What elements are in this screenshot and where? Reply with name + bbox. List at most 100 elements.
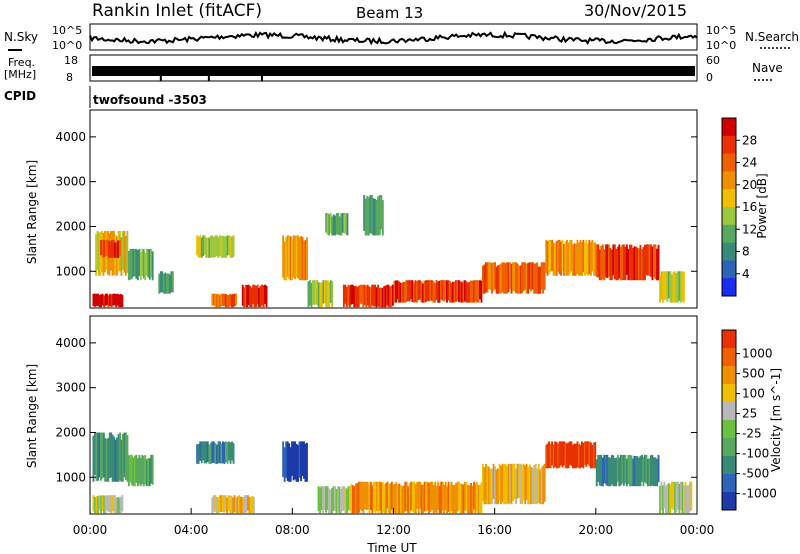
nsky-panel bbox=[89, 23, 698, 51]
date-label: 30/Nov/2015 bbox=[584, 1, 687, 20]
cell-8 bbox=[482, 463, 546, 505]
power-cells bbox=[92, 195, 685, 308]
station-title: Rankin Inlet (fitACF) bbox=[92, 1, 262, 21]
colorbar-frame bbox=[721, 329, 737, 511]
cell-3 bbox=[196, 441, 235, 464]
cpid-label: CPID bbox=[4, 89, 36, 103]
colorbar-tick-label-6: 28 bbox=[742, 133, 757, 147]
colorbar-swatch-6 bbox=[722, 224, 736, 243]
colorbar-swatch-5 bbox=[722, 207, 736, 226]
freq-label: Freq. bbox=[8, 56, 35, 69]
y-tick-label-1: 2000 bbox=[55, 219, 86, 233]
velocity-colorbar: 1000 500 100 25 -25 -100 -500 -1000 bbox=[721, 329, 777, 511]
colorbar-tick-label-5: -100 bbox=[742, 447, 769, 461]
x-tick-label-3: 12:00 bbox=[376, 523, 411, 537]
colorbar-swatch-8 bbox=[722, 260, 736, 279]
x-tick-label-0: 00:00 bbox=[73, 523, 108, 537]
colorbar-tick-label-0: 4 bbox=[742, 267, 750, 281]
velocity-cells bbox=[92, 432, 693, 514]
x-tick-label-6: 00:00 bbox=[680, 523, 715, 537]
nsearch-tick-top: 10^5 bbox=[706, 24, 736, 37]
power-y-ticks: 1000 2000 3000 4000 bbox=[55, 130, 697, 278]
colorbar-tick-label-5: 24 bbox=[742, 156, 757, 170]
cell-15 bbox=[595, 244, 660, 281]
y-tick-label-2: 3000 bbox=[55, 381, 86, 395]
freq-band bbox=[92, 66, 695, 76]
cell-0 bbox=[92, 293, 124, 308]
velocity-x-ticks: 00:00 04:00 08:00 12:00 16:00 20:00 00:00 bbox=[73, 508, 715, 537]
freq-trace bbox=[92, 66, 695, 81]
nave-tick-bottom: 0 bbox=[706, 71, 713, 84]
nsearch-tick-bottom: 10^0 bbox=[706, 39, 736, 52]
cell-12 bbox=[393, 280, 483, 303]
colorbar-tick-label-6: -500 bbox=[742, 467, 769, 481]
cell-10 bbox=[595, 454, 660, 487]
cell-0 bbox=[92, 432, 129, 482]
y-tick-label-0: 1000 bbox=[55, 264, 86, 278]
nsearch-label: N.Search bbox=[745, 30, 799, 44]
cell-4 bbox=[158, 271, 174, 294]
velocity-colorbar-label: Velocity [m s^-1] bbox=[769, 368, 783, 472]
colorbar-swatch-5 bbox=[722, 420, 736, 439]
cell-17 bbox=[363, 195, 384, 236]
colorbar-swatch-4 bbox=[722, 189, 736, 208]
nsky-label: N.Sky bbox=[4, 30, 38, 44]
cell-11 bbox=[659, 481, 693, 514]
x-tick-label-2: 08:00 bbox=[275, 523, 310, 537]
colorbar-swatch-6 bbox=[722, 438, 736, 457]
colorbar-tick-label-3: 25 bbox=[742, 407, 757, 421]
cell-1 bbox=[92, 495, 124, 514]
y-tick-label-0: 1000 bbox=[55, 470, 86, 484]
colorbar-swatch-1 bbox=[722, 348, 736, 367]
cell-9 bbox=[307, 280, 334, 308]
freq-unit: [MHz] bbox=[4, 68, 36, 81]
colorbar-tick-label-7: -1000 bbox=[742, 487, 777, 501]
cell-3 bbox=[127, 248, 154, 281]
cell-5 bbox=[282, 441, 308, 482]
cell-7 bbox=[241, 284, 268, 308]
cell-4 bbox=[211, 495, 255, 514]
colorbar-swatch-1 bbox=[722, 135, 736, 154]
colorbar-swatch-3 bbox=[722, 384, 736, 403]
y-tick-label-1: 2000 bbox=[55, 425, 86, 439]
cell-9 bbox=[545, 441, 597, 469]
cell-8 bbox=[282, 235, 308, 281]
velocity-y-ticks: 1000 2000 3000 4000 bbox=[55, 336, 697, 484]
colorbar-tick-label-4: -25 bbox=[742, 427, 762, 441]
y-tick-label-2: 3000 bbox=[55, 175, 86, 189]
nave-label: Nave bbox=[752, 61, 783, 75]
power-plot-border bbox=[89, 109, 698, 309]
velocity-ylabel: Slant Range [km] bbox=[25, 364, 39, 468]
colorbar-swatch-9 bbox=[722, 492, 736, 511]
colorbar-swatch-4 bbox=[722, 402, 736, 421]
colorbar-swatch-0 bbox=[722, 118, 736, 137]
colorbar-swatch-8 bbox=[722, 474, 736, 493]
colorbar-swatch-7 bbox=[722, 242, 736, 261]
colorbar-swatch-3 bbox=[722, 171, 736, 190]
cell-2 bbox=[127, 454, 154, 487]
x-tick-label-1: 04:00 bbox=[174, 523, 209, 537]
cell-11 bbox=[342, 284, 394, 308]
freq-tick-top: 18 bbox=[64, 54, 78, 67]
y-tick-label-3: 4000 bbox=[55, 130, 86, 144]
time-axis-label: Time UT bbox=[366, 541, 417, 554]
nsky-tick-bottom: 10^0 bbox=[52, 39, 82, 52]
cell-13 bbox=[482, 262, 546, 294]
colorbar-tick-label-1: 8 bbox=[742, 245, 750, 259]
colorbar-swatch-7 bbox=[722, 456, 736, 475]
cell-16 bbox=[659, 271, 685, 303]
colorbar-tick-label-2: 12 bbox=[742, 222, 757, 236]
power-ylabel: Slant Range [km] bbox=[25, 160, 39, 264]
colorbar-swatch-2 bbox=[722, 153, 736, 172]
nsky-tick-top: 10^5 bbox=[52, 24, 82, 37]
cell-14 bbox=[545, 239, 597, 276]
power-colorbar-label: Power [dB] bbox=[755, 173, 769, 238]
nave-tick-top: 60 bbox=[706, 54, 720, 67]
x-tick-label-4: 16:00 bbox=[477, 523, 512, 537]
cell-2 bbox=[100, 239, 121, 258]
cell-10 bbox=[325, 213, 349, 236]
colorbar-swatch-0 bbox=[722, 330, 736, 349]
beam-label: Beam 13 bbox=[356, 4, 423, 22]
cell-6 bbox=[211, 293, 238, 308]
